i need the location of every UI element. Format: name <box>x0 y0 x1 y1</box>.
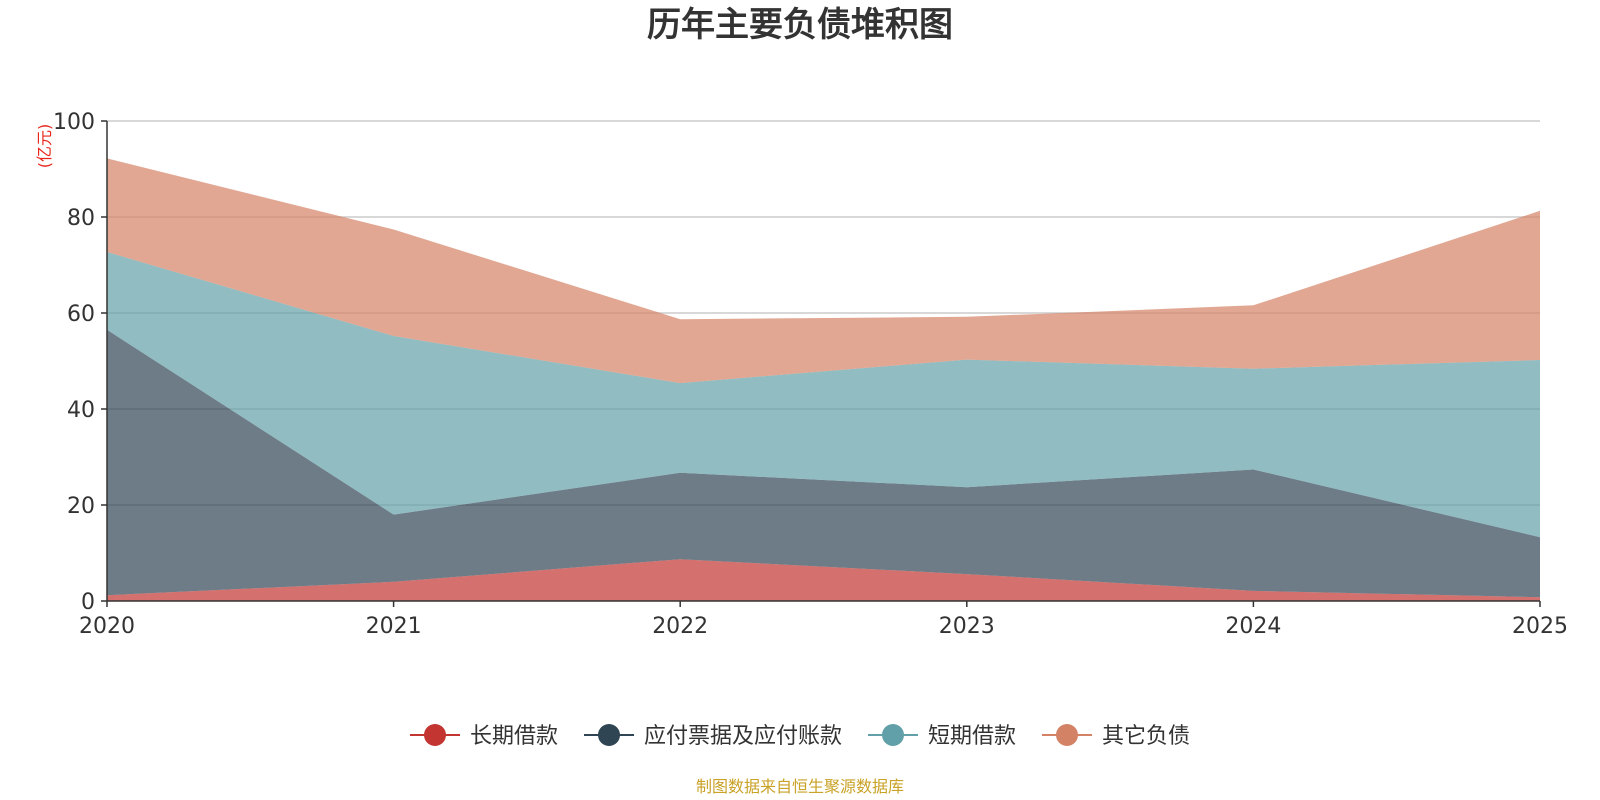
y-tick-label: 20 <box>67 494 95 519</box>
area-series-3 <box>107 252 1540 538</box>
legend-label: 长期借款 <box>470 724 558 749</box>
legend-label: 应付票据及应付账款 <box>644 724 842 749</box>
legend-item-1[interactable]: 长期借款 <box>410 724 558 749</box>
y-tick-label: 60 <box>67 302 95 327</box>
x-tick-label: 2025 <box>1512 614 1568 639</box>
area-series-2 <box>107 329 1540 598</box>
legend-circle-icon <box>424 724 446 746</box>
area-series <box>107 158 1540 601</box>
legend-circle-icon <box>1056 724 1078 746</box>
source-note: 制图数据来自恒生聚源数据库 <box>696 777 904 796</box>
legend-item-3[interactable]: 短期借款 <box>868 724 1016 749</box>
y-tick-label: 40 <box>67 398 95 423</box>
x-tick-label: 2024 <box>1225 614 1281 639</box>
y-tick-label: 80 <box>67 206 95 231</box>
chart-title: 历年主要负债堆积图 <box>647 5 953 45</box>
legend[interactable]: 长期借款 应付票据及应付账款 短期借款 其它负债 <box>410 724 1190 749</box>
area-series-1 <box>107 559 1540 601</box>
legend-item-2[interactable]: 应付票据及应付账款 <box>584 724 842 749</box>
x-tick-label: 2022 <box>652 614 708 639</box>
x-tick-label: 2020 <box>79 614 135 639</box>
legend-label: 短期借款 <box>928 724 1016 749</box>
area-series-4 <box>107 158 1540 384</box>
legend-circle-icon <box>882 724 904 746</box>
y-axis-unit-label: (亿元) <box>35 124 54 169</box>
legend-label: 其它负债 <box>1102 724 1190 749</box>
y-tick-label: 0 <box>81 590 95 615</box>
x-tick-label: 2023 <box>939 614 995 639</box>
x-tick-label: 2021 <box>366 614 422 639</box>
axes: 0 20 40 60 80 100 2020 2021 2022 2023 2024 2025 <box>53 110 1568 639</box>
legend-item-4[interactable]: 其它负债 <box>1042 724 1190 749</box>
y-tick-label: 100 <box>53 110 95 135</box>
legend-circle-icon <box>598 724 620 746</box>
